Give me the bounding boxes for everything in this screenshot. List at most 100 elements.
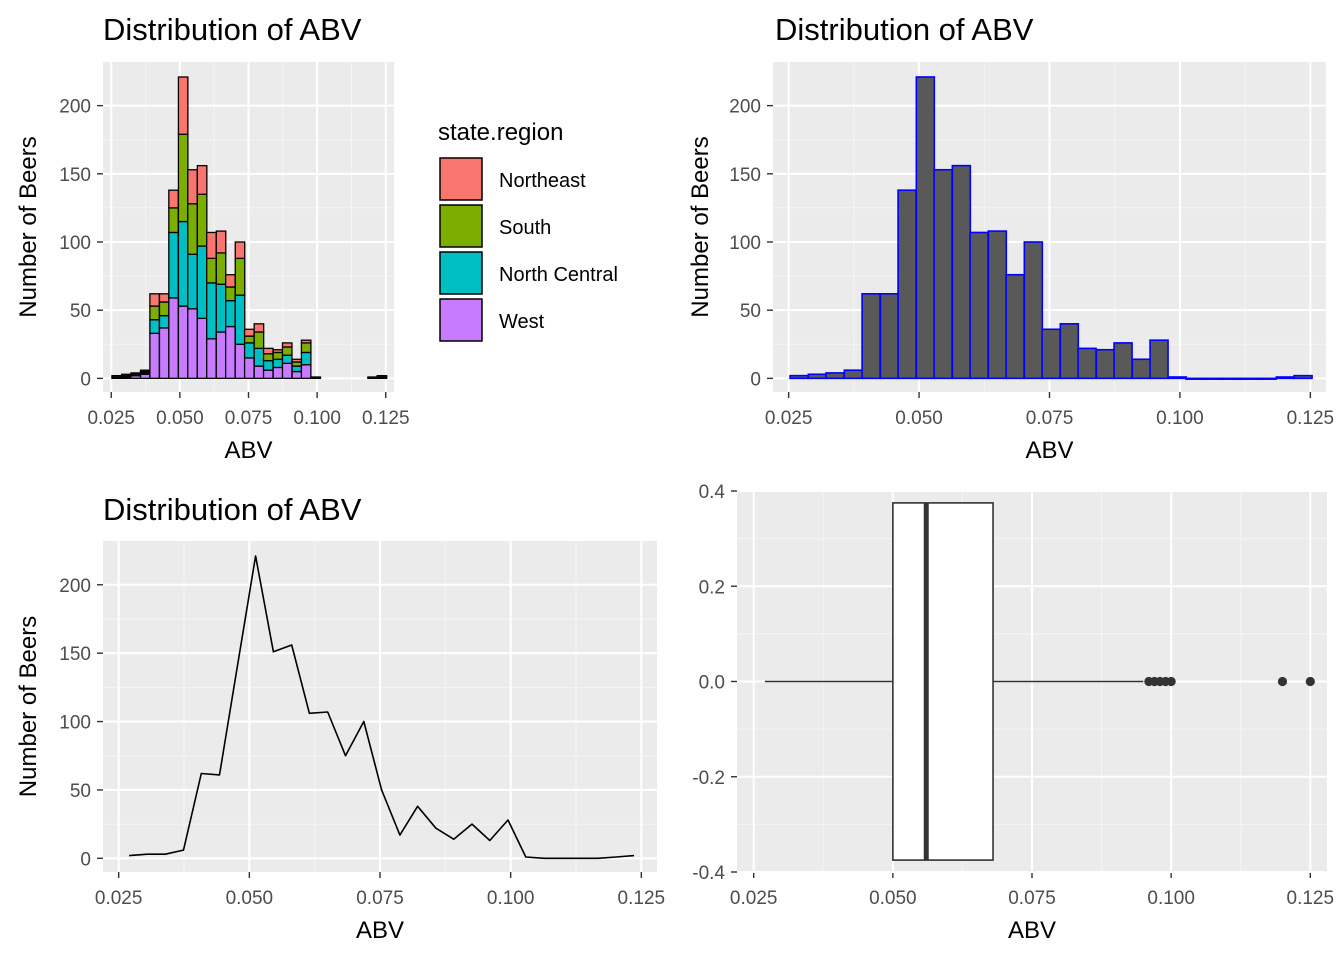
y-tick-label: 0 — [80, 369, 91, 390]
histogram-bar — [807, 373, 828, 380]
bar-west — [243, 357, 255, 380]
bar-north-central — [158, 314, 170, 329]
x-tick-label: 0.100 — [293, 408, 341, 429]
histogram-bar — [1059, 323, 1080, 380]
y-tick-label: 100 — [729, 233, 761, 254]
bar-northeast — [291, 358, 303, 363]
histogram-bar — [789, 374, 809, 380]
y-tick-label: 150 — [59, 644, 91, 665]
bar-northeast — [300, 339, 312, 344]
bar-west — [168, 297, 179, 380]
bar-west — [253, 365, 265, 380]
x-tick-label: 0.125 — [618, 888, 666, 909]
histogram-bar — [1293, 374, 1313, 380]
y-tick-label: 150 — [59, 165, 91, 186]
chart-title: Distribution of ABV — [103, 492, 362, 527]
legend-swatch — [439, 204, 483, 248]
legend-entry: North Central — [499, 264, 618, 286]
y-tick-label: 0 — [750, 369, 761, 390]
x-axis-label: ABV — [1025, 437, 1073, 464]
bar-south — [272, 351, 284, 360]
legend-entry: West — [499, 311, 545, 333]
bar-northeast — [224, 274, 236, 288]
histogram-bar — [897, 189, 917, 380]
legend-entry: Northeast — [499, 170, 586, 192]
bar-northeast — [243, 328, 255, 337]
bar-north-central — [367, 376, 378, 380]
x-tick-label: 0.025 — [95, 888, 143, 909]
bar-north-central — [215, 283, 227, 333]
y-axis-label: Number of Beers — [15, 136, 42, 317]
bar-west — [158, 327, 170, 380]
x-tick-label: 0.125 — [1287, 888, 1335, 909]
histogram-bar — [1077, 347, 1097, 380]
bar-south — [120, 373, 132, 377]
outlier-point — [1166, 676, 1176, 687]
bar-south — [262, 353, 274, 362]
stacked-histogram-panel: 0.025 0.050 0.075 0.100 0.125 0 50 100 150 200 Dis… — [15, 12, 618, 464]
bar-west — [262, 369, 274, 380]
legend-entry: South — [499, 217, 551, 239]
y-tick-label: 100 — [59, 233, 91, 254]
histogram-bar — [1149, 339, 1169, 380]
box — [892, 502, 994, 861]
bar-west — [300, 364, 312, 380]
y-tick-label: 150 — [729, 165, 761, 186]
histogram-bar — [1221, 377, 1241, 380]
histogram-bar — [1023, 241, 1044, 380]
histogram-panel: 0.025 0.050 0.075 0.100 0.125 0 50 100 150 200 Dis… — [687, 12, 1334, 464]
histogram-bar — [1041, 328, 1061, 380]
histogram-bar — [1239, 377, 1260, 380]
bar-west — [272, 366, 284, 380]
bar-south — [300, 342, 312, 354]
legend-swatch — [439, 251, 483, 295]
histogram-bar — [879, 293, 900, 380]
bar-south — [187, 203, 198, 255]
bar-west — [281, 362, 293, 380]
bar-north-central — [300, 351, 312, 366]
bar-northeast — [168, 189, 179, 209]
y-tick-label: 0 — [80, 849, 91, 870]
bar-northeast — [158, 293, 170, 303]
histogram-bar — [825, 372, 845, 380]
histogram-bar — [1257, 377, 1277, 380]
x-tick-label: 0.025 — [87, 408, 135, 429]
histogram-bar — [915, 76, 936, 380]
bar-north-central — [243, 342, 255, 359]
bar-south — [168, 207, 179, 234]
bar-south — [376, 374, 388, 378]
bar-northeast — [187, 169, 198, 205]
bar-north-central — [187, 253, 198, 310]
bar-northeast — [196, 164, 208, 195]
chart-title: Distribution of ABV — [775, 12, 1034, 47]
bar-northeast — [149, 293, 160, 307]
y-axis-label: Number of Beers — [15, 616, 42, 797]
outlier-point — [1277, 676, 1288, 687]
bar-north-central — [291, 365, 303, 373]
bar-south — [149, 305, 160, 321]
bar-south — [206, 257, 217, 284]
x-tick-label: 0.125 — [1287, 408, 1335, 429]
x-tick-label: 0.075 — [1026, 408, 1074, 429]
y-tick-label: 100 — [59, 713, 91, 734]
histogram-bar — [951, 164, 972, 380]
bar-south — [234, 257, 246, 296]
bar-north-central — [149, 319, 160, 335]
bar-northeast — [206, 231, 217, 260]
bar-northeast — [281, 342, 293, 348]
histogram-bar — [861, 293, 881, 380]
y-axis-label: Number of Beers — [687, 136, 714, 317]
bar-north-central — [177, 220, 189, 307]
bar-northeast — [272, 349, 284, 354]
histogram-bar — [1185, 377, 1205, 380]
x-tick-label: 0.075 — [1008, 888, 1056, 909]
bar-northeast — [139, 369, 151, 373]
bar-north-central — [234, 294, 246, 345]
bar-north-central — [224, 299, 236, 328]
bar-northeast — [215, 230, 227, 254]
y-tick-label: 50 — [740, 301, 761, 322]
histogram-bar — [1275, 376, 1296, 380]
x-tick-label: 0.100 — [1156, 408, 1204, 429]
y-tick-label: 200 — [729, 97, 761, 118]
